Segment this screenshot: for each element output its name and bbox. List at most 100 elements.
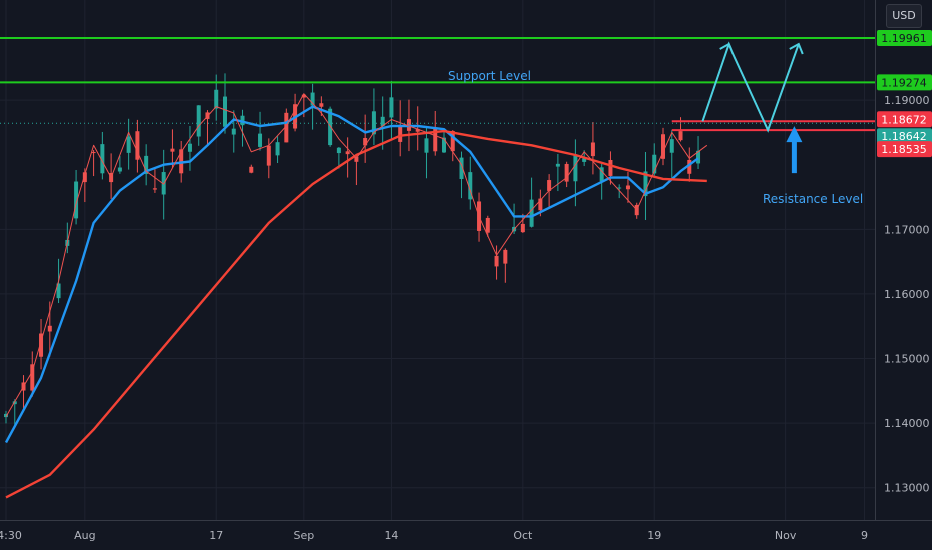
moving-averages	[4, 93, 708, 499]
candle-body	[380, 116, 385, 127]
candle-body	[669, 139, 674, 153]
candle-body	[573, 154, 578, 182]
candle-body	[625, 185, 630, 190]
projection-arrowhead-2	[789, 42, 804, 55]
candle-body	[652, 154, 657, 174]
candle-body	[547, 180, 552, 191]
candle-body	[258, 133, 263, 147]
projection-arrowhead-1	[719, 42, 734, 55]
currency-button[interactable]: USD	[886, 4, 922, 28]
candle-body	[696, 150, 701, 164]
candle-body	[687, 159, 692, 174]
candle-body	[678, 131, 683, 141]
candle-body	[442, 137, 446, 153]
candle-body	[494, 255, 499, 267]
candle-body	[433, 128, 438, 152]
projection-path	[701, 41, 800, 133]
time-tick-label: 14:30	[0, 529, 22, 542]
price-tick-label: 1.17000	[884, 223, 930, 236]
candle-body	[82, 172, 87, 183]
candle-body	[371, 111, 376, 135]
price-badge-1199: 1.19961	[881, 32, 927, 45]
time-tick-label: Sep	[293, 529, 314, 542]
candle-body	[310, 92, 315, 106]
candle-body	[301, 94, 306, 98]
ma-line-2	[5, 129, 707, 499]
current-price-badge: 1.18642	[881, 130, 927, 143]
candle-body	[47, 325, 52, 332]
candle-body	[354, 156, 359, 162]
candle-body	[152, 188, 157, 190]
candle-body	[187, 143, 192, 152]
price-tick-label: 1.15000	[884, 353, 930, 366]
candle-body	[12, 401, 17, 405]
candle-body	[661, 134, 665, 159]
candle-body	[590, 142, 595, 157]
candle-body	[144, 155, 149, 174]
candle-body	[214, 89, 219, 109]
candlesticks	[4, 73, 701, 427]
candle-body	[74, 181, 79, 219]
candle-body	[30, 364, 35, 391]
candle-body	[231, 128, 236, 135]
candle-body	[179, 149, 184, 174]
candle-body	[56, 283, 61, 299]
candle-body	[196, 105, 201, 137]
candle-body	[599, 167, 604, 182]
projection-drawings	[701, 41, 804, 174]
candle-body	[564, 163, 569, 182]
candle-body	[345, 151, 350, 155]
candle-body	[328, 108, 333, 146]
time-tick-label: 19	[647, 529, 661, 542]
price-tick-label: 1.14000	[884, 417, 930, 430]
candle-body	[135, 131, 140, 160]
candle-body	[529, 199, 534, 227]
candle-body	[275, 142, 280, 156]
candle-body	[223, 96, 227, 127]
candle-body	[389, 97, 394, 118]
candle-body	[415, 129, 420, 132]
time-axis[interactable]: 14:30 Aug 17 Sep 14 Oct 19 Nov 9	[0, 529, 868, 542]
candle-body	[617, 187, 622, 189]
resistance-up-arrow	[786, 126, 803, 174]
candle-body	[555, 163, 560, 167]
horizontal-levels	[0, 37, 875, 132]
ma-line-3	[5, 93, 708, 417]
candle-body	[582, 158, 587, 162]
time-tick-label: Nov	[775, 529, 797, 542]
price-badge-1186-high-bg	[877, 111, 932, 128]
candle-body	[319, 103, 324, 107]
price-badge-1185-bg	[877, 141, 932, 158]
price-tick-label: 1.19000	[884, 94, 930, 107]
candle-body	[249, 166, 254, 173]
price-badge-1186-high: 1.18672	[881, 113, 927, 126]
candle-body	[363, 138, 368, 146]
time-tick-label: 14	[384, 529, 398, 542]
candle-body	[503, 249, 508, 264]
candle-body	[608, 159, 613, 176]
candle-body	[538, 198, 543, 211]
time-tick-label: 17	[209, 529, 223, 542]
price-badge-1185: 1.18535	[881, 143, 927, 156]
candle-body	[284, 112, 289, 143]
price-badge-1192: 1.19274	[881, 76, 927, 89]
price-tick-label: 1.16000	[884, 288, 930, 301]
resistance-level-label: Resistance Level	[763, 192, 863, 206]
candle-body	[266, 145, 271, 166]
candle-body	[520, 223, 525, 233]
candle-body	[398, 125, 403, 142]
support-level-label: Support Level	[448, 69, 531, 83]
candle-body	[450, 131, 455, 152]
price-badge-1192-bg	[877, 74, 932, 91]
candle-body	[100, 144, 105, 174]
current-price-badge-bg	[877, 128, 932, 145]
time-tick-label: 9	[861, 529, 868, 542]
candle-body	[91, 152, 96, 154]
time-tick-label: Oct	[513, 529, 533, 542]
candle-body	[643, 171, 648, 197]
candle-body	[170, 148, 175, 152]
price-badge-1199-bg	[877, 30, 932, 47]
price-axis[interactable]: 1.19000 1.17000 1.16000 1.15000 1.14000 1.130…	[884, 94, 930, 495]
